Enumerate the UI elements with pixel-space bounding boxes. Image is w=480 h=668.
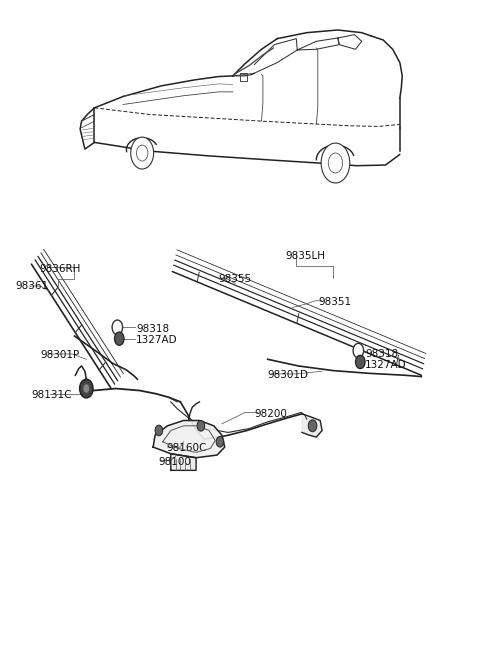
Circle shape [308, 420, 317, 432]
Text: 1327AD: 1327AD [136, 335, 178, 345]
Circle shape [216, 436, 224, 447]
Circle shape [328, 153, 343, 173]
Circle shape [80, 379, 93, 398]
Text: 98200: 98200 [254, 409, 287, 419]
Text: 98318: 98318 [136, 324, 169, 334]
Circle shape [115, 332, 124, 345]
Text: 98301D: 98301D [268, 370, 309, 380]
Text: 9836RH: 9836RH [39, 264, 81, 274]
Circle shape [155, 425, 163, 436]
Circle shape [353, 343, 364, 358]
Text: 98355: 98355 [218, 275, 252, 285]
Text: 98318: 98318 [365, 349, 398, 359]
Polygon shape [153, 420, 225, 458]
Text: 98351: 98351 [319, 297, 352, 307]
Text: 98361: 98361 [16, 281, 49, 291]
Circle shape [197, 420, 204, 431]
Text: 9835LH: 9835LH [285, 250, 325, 261]
Circle shape [321, 143, 350, 183]
Circle shape [131, 137, 154, 169]
Text: 98301P: 98301P [40, 350, 80, 360]
Circle shape [83, 384, 90, 393]
Text: 98100: 98100 [159, 457, 192, 467]
Polygon shape [302, 414, 322, 437]
Text: 98160C: 98160C [166, 444, 206, 454]
Circle shape [136, 145, 148, 161]
Text: 1327AD: 1327AD [365, 360, 407, 370]
Circle shape [112, 320, 122, 335]
Polygon shape [171, 454, 196, 470]
Text: 98131C: 98131C [31, 390, 72, 400]
Circle shape [356, 355, 365, 369]
